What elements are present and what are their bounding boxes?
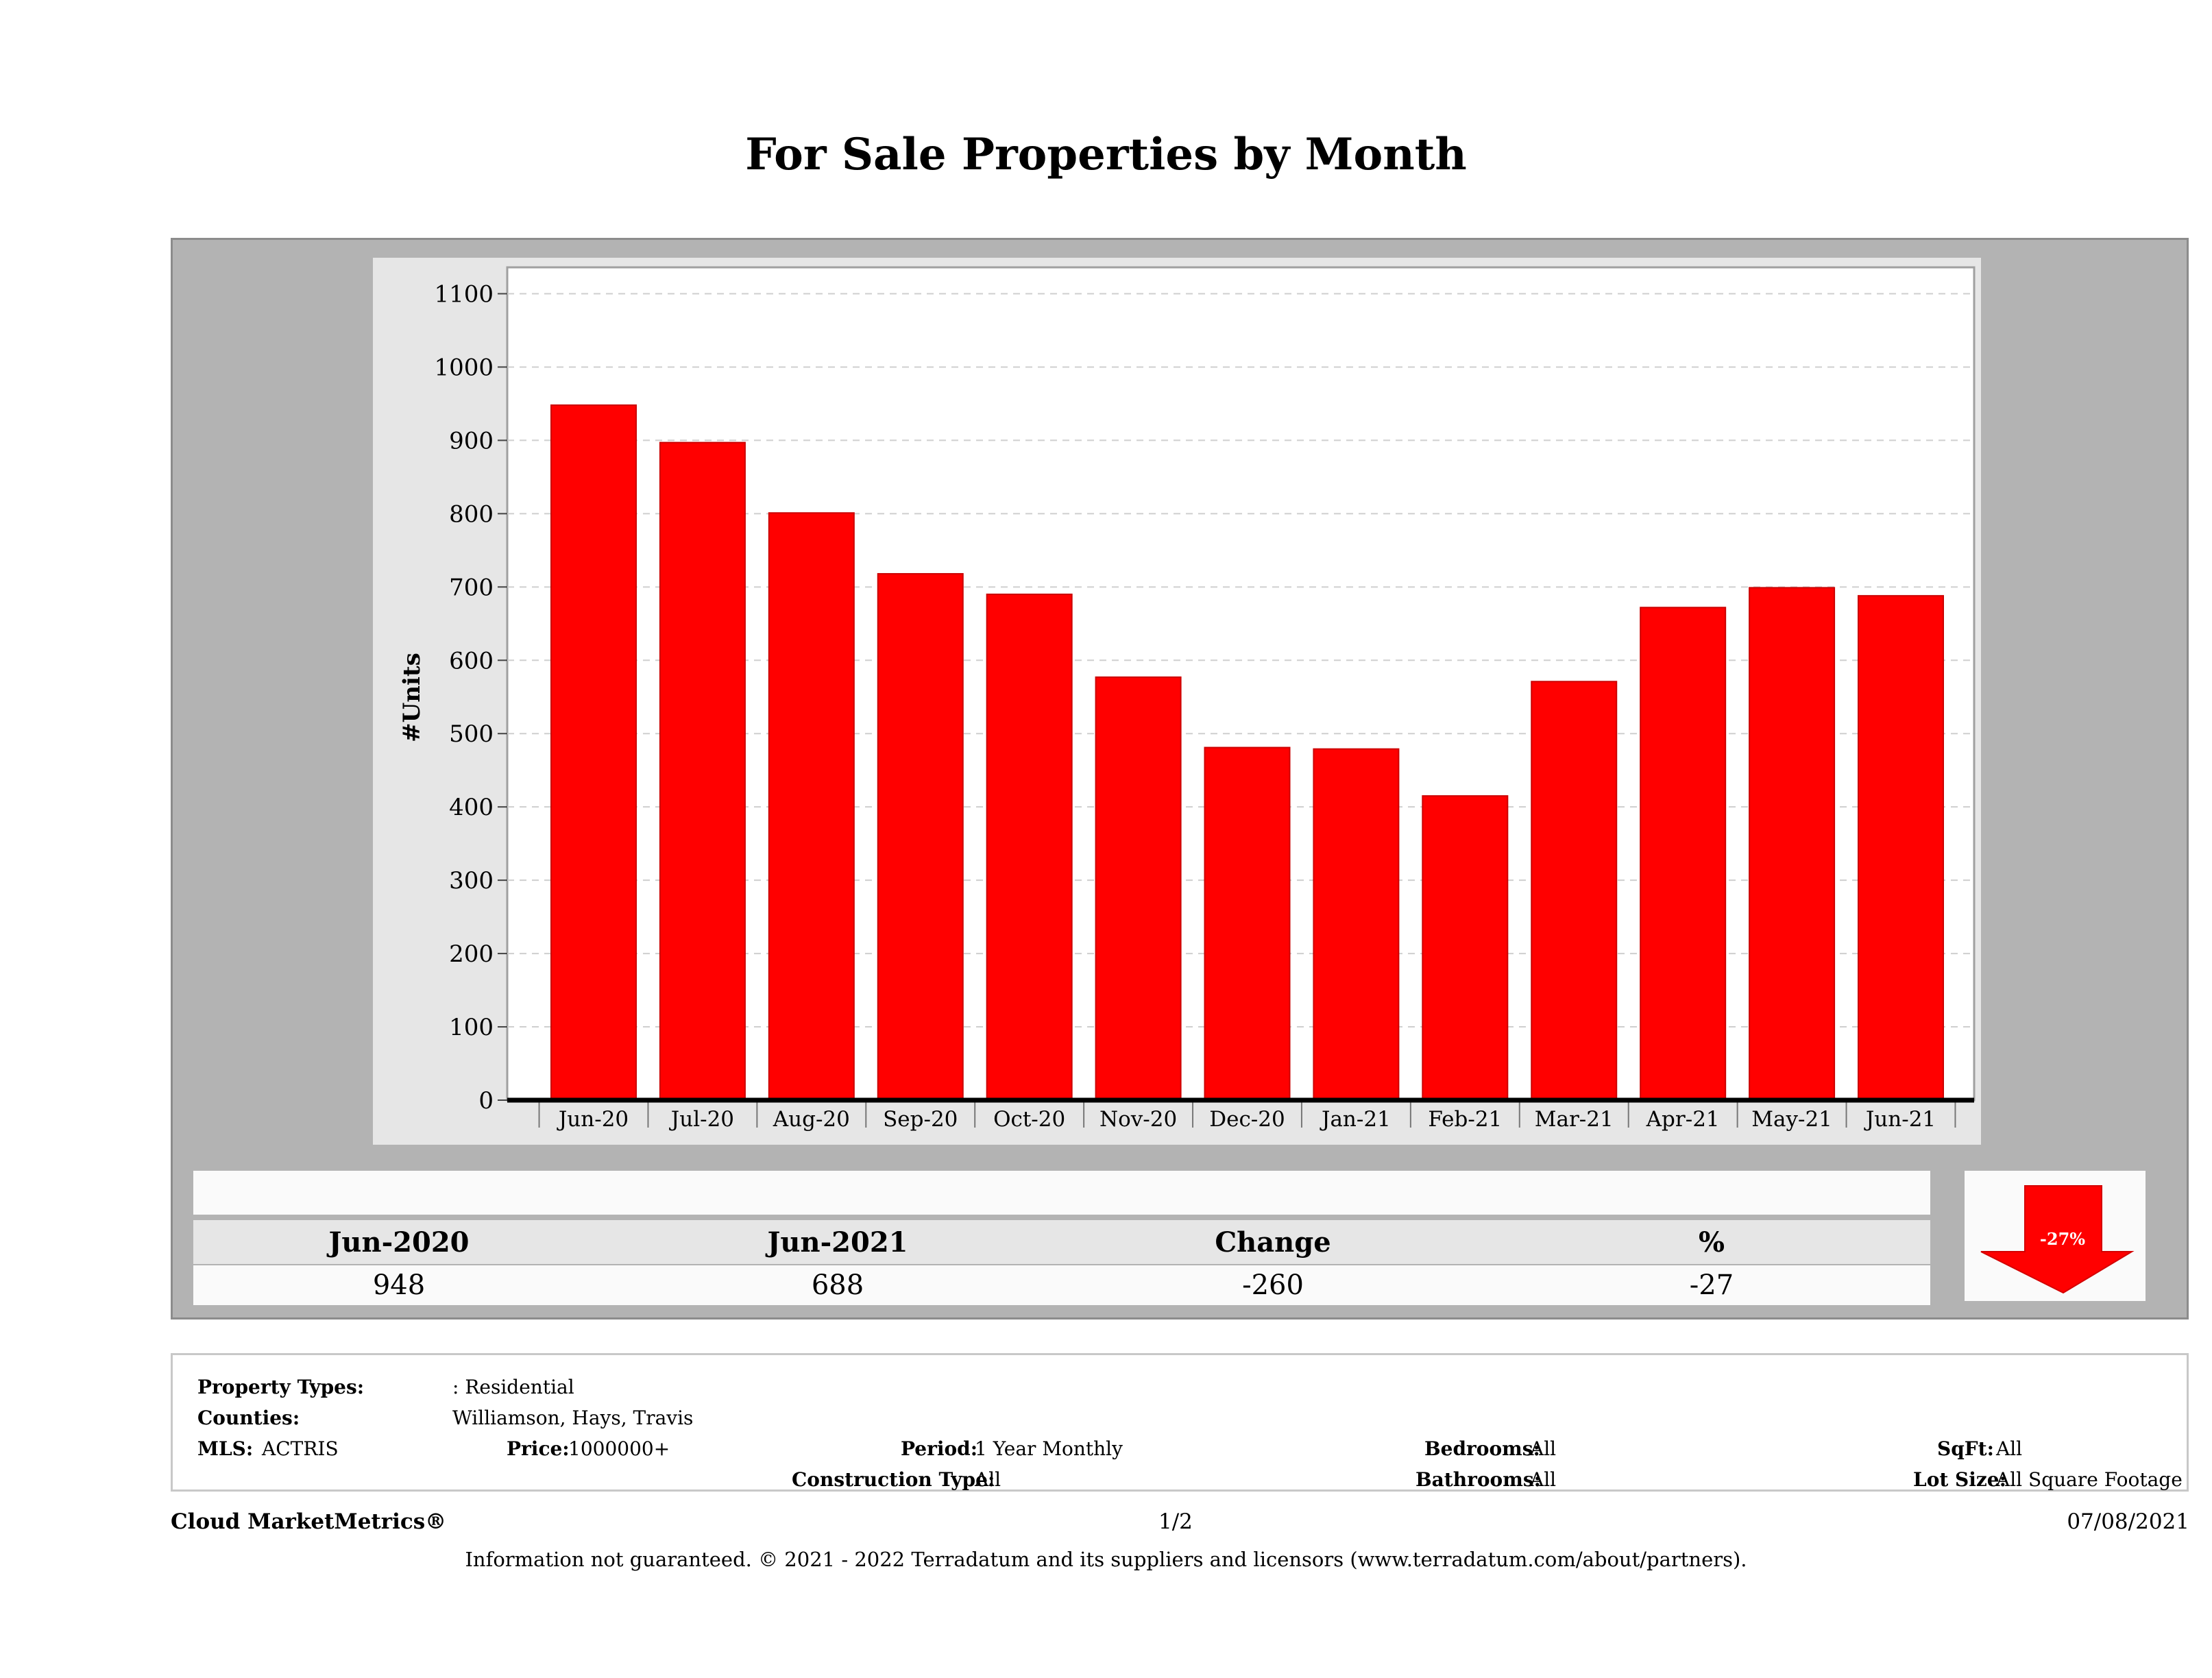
counties-value: Williamson, Hays, Travis (452, 1407, 694, 1429)
bar (986, 594, 1073, 1101)
lot-size-value: All Square Footage (1996, 1468, 2183, 1491)
summary-value-end: 688 (811, 1269, 864, 1301)
bathrooms-value: All (1530, 1468, 1557, 1491)
summary-value-row: 948 688 -260 -27 (193, 1265, 1930, 1305)
y-axis-title: #Units (398, 653, 426, 742)
summary-header-percent: % (1698, 1226, 1725, 1258)
x-tick-label: Sep-20 (883, 1107, 958, 1132)
construction-label: Construction Type: (792, 1468, 995, 1491)
y-tick-label: 200 (449, 940, 494, 968)
price-value: 1000000+ (568, 1437, 670, 1460)
bar (1749, 587, 1836, 1101)
bar (1858, 595, 1944, 1101)
y-tick-label: 400 (449, 794, 494, 821)
summary-header-row: Jun-2020 Jun-2021 Change % (193, 1220, 1930, 1264)
x-tick-label: Jun-21 (1864, 1107, 1936, 1132)
summary-value-percent: -27 (1689, 1269, 1734, 1301)
bathrooms-label: Bathrooms: (1415, 1468, 1541, 1491)
bar (1640, 607, 1727, 1101)
lot-size-label: Lot Size: (1913, 1468, 2006, 1491)
y-tick-label: 1100 (434, 281, 494, 308)
summary-top-bar (193, 1171, 1930, 1215)
period-label: Period: (901, 1437, 978, 1460)
y-tick-label: 500 (449, 720, 494, 748)
bar (1313, 748, 1400, 1101)
footer-brand: Cloud MarketMetrics® (171, 1509, 447, 1534)
counties-label: Counties: (197, 1407, 300, 1429)
x-tick-label: Jul-20 (669, 1107, 734, 1132)
bar (1095, 676, 1182, 1101)
change-badge-text: -27% (2040, 1229, 2085, 1249)
bar (659, 441, 746, 1101)
mls-value: ACTRIS (262, 1437, 339, 1460)
bedrooms-label: Bedrooms: (1424, 1437, 1540, 1460)
bar (877, 573, 964, 1101)
filter-info: Property Types: : Residential Counties: … (171, 1353, 2189, 1492)
price-label: Price: (507, 1437, 570, 1460)
y-tick-label: 800 (449, 500, 494, 528)
summary-value-start: 948 (372, 1269, 426, 1301)
x-tick-label: Nov-20 (1099, 1107, 1177, 1132)
summary-table: Jun-2020 Jun-2021 Change % 948 688 -260 … (193, 1171, 1930, 1305)
page-title: For Sale Properties by Month (745, 129, 1467, 180)
footer-disclaimer: Information not guaranteed. © 2021 - 202… (465, 1548, 1747, 1571)
x-tick-label: May-21 (1751, 1107, 1832, 1132)
summary-header-start: Jun-2020 (328, 1226, 470, 1258)
period-value: 1 Year Monthly (975, 1437, 1123, 1460)
property-types-value: : Residential (452, 1376, 574, 1398)
summary-header-change: Change (1215, 1226, 1331, 1258)
y-tick-label: 600 (449, 647, 494, 674)
y-tick-label: 900 (449, 427, 494, 454)
y-tick-label: 0 (478, 1087, 494, 1115)
bar (1204, 746, 1291, 1101)
bar (1531, 681, 1618, 1101)
x-tick-label: Apr-21 (1646, 1107, 1720, 1132)
bar (1422, 795, 1509, 1102)
property-types-label: Property Types: (197, 1376, 365, 1398)
construction-value: All (975, 1468, 1001, 1491)
x-tick-label: Feb-21 (1428, 1107, 1502, 1132)
x-tick-label: Dec-20 (1209, 1107, 1285, 1132)
x-tick-label: Jan-21 (1320, 1107, 1391, 1132)
bar (550, 404, 637, 1101)
footer-page-number: 1/2 (1158, 1509, 1193, 1534)
x-tick-label: Jun-20 (557, 1107, 629, 1132)
bar (768, 512, 855, 1101)
change-indicator: -27% (1965, 1171, 2146, 1301)
summary-header-end: Jun-2021 (767, 1226, 908, 1258)
y-tick-label: 100 (449, 1014, 494, 1041)
x-tick-label: Aug-20 (773, 1107, 850, 1132)
mls-label: MLS: (197, 1437, 254, 1460)
down-arrow-icon (1980, 1185, 2135, 1294)
y-tick-label: 1000 (434, 354, 494, 381)
x-tick-label: Mar-21 (1535, 1107, 1614, 1132)
summary-value-change: -260 (1242, 1269, 1304, 1301)
sqft-label: SqFt: (1937, 1437, 1994, 1460)
x-tick-label: Oct-20 (993, 1107, 1065, 1132)
y-tick-label: 300 (449, 867, 494, 895)
footer-date: 07/08/2021 (2067, 1509, 2189, 1534)
bedrooms-value: All (1530, 1437, 1557, 1460)
sqft-value: All (1996, 1437, 2023, 1460)
y-tick-label: 700 (449, 574, 494, 601)
